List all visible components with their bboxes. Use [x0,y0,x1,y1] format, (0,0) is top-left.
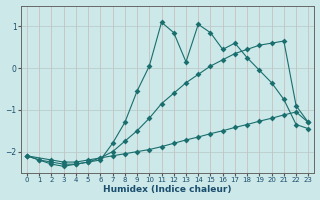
X-axis label: Humidex (Indice chaleur): Humidex (Indice chaleur) [103,185,232,194]
